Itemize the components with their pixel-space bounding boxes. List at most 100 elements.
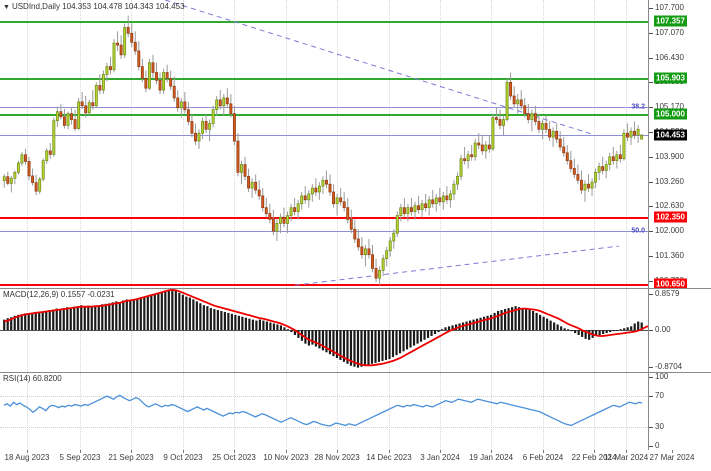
candle [307,193,311,201]
macd-histogram-bar [525,309,528,331]
candle [73,119,77,129]
macd-histogram-bar [20,314,23,331]
candlestick-series[interactable] [0,0,648,288]
price-plot-area[interactable]: 38.2 50.0 [0,0,648,288]
macd-histogram-bar [553,322,556,331]
macd-scale[interactable]: 0.8579 0.00 -0.8704 [648,289,711,372]
descending-resistance [165,0,594,135]
macd-histogram-bar [356,330,360,368]
price-level-line[interactable] [0,231,648,233]
macd-histogram-bar [27,313,30,331]
candle [445,195,449,201]
price-level-line[interactable] [0,21,648,24]
ascending-support [294,245,619,286]
chart-menu-caret-icon[interactable]: ▼ [3,4,10,11]
candle [41,160,45,180]
price-chart-panel[interactable]: 38.250.0 107.700107.070106.430105.800105… [0,0,711,290]
candle [594,172,598,183]
macd-histogram-bar [52,309,55,331]
macd-plot-area[interactable] [0,289,648,372]
candle [360,246,364,256]
macd-histogram-bar [185,296,188,331]
candle [34,182,38,192]
macd-histogram-bar [118,302,121,331]
time-axis-label: 22 Feb 2024 [571,453,617,462]
candle [537,121,541,130]
macd-histogram-bar [24,313,27,331]
time-axis-label: 11 Mar 2024 [603,453,649,462]
grid-line-vertical [440,0,441,288]
candle [611,156,615,162]
grid-line-vertical [27,0,28,288]
macd-histogram-bar [213,309,216,331]
price-tick-label: 107.700 [655,2,684,12]
candle [420,203,424,210]
price-level-line[interactable] [0,78,648,81]
price-tag[interactable]: 105.903 [654,72,687,84]
macd-histogram-bar [265,321,268,331]
time-axis-label: 25 Oct 2023 [212,453,256,462]
macd-histogram-bar [426,330,430,338]
macd-histogram-bar [542,316,545,331]
candle [133,41,137,52]
macd-histogram-bar [468,320,472,331]
candle [325,179,328,185]
time-axis-tick [27,450,28,453]
macd-histogram-bar [377,330,381,362]
macd-histogram-bar [188,297,191,331]
candle [194,132,197,142]
price-tag[interactable]: 104.453 [654,129,687,141]
macd-histogram-bar [216,310,219,331]
candle [424,203,428,209]
candle [346,207,350,220]
price-level-line[interactable] [0,135,648,137]
macd-histogram-bar [581,330,584,337]
price-scale[interactable]: 107.700107.070106.430105.800105.170104.5… [648,0,711,290]
macd-histogram-bar [10,317,13,331]
macd-histogram-bar [391,330,395,358]
time-axis-tick [389,450,390,453]
scale-tick [649,32,653,34]
rsi-tick-label: 0 [655,441,660,450]
rsi-panel[interactable]: 100 70 30 0 RSI(14) 60.8200 [0,373,711,450]
candle [399,207,403,216]
rsi-plot-area[interactable] [0,373,648,450]
candle [434,197,438,205]
candle [66,113,70,126]
macd-histogram-bar [167,289,170,331]
scale-tick [649,446,653,447]
candle [222,97,226,107]
macd-histogram-bar [384,330,388,360]
candle [363,248,367,256]
price-tick-label: 105.170 [655,101,684,111]
price-tag[interactable]: 102.350 [654,211,687,223]
time-axis-tick [626,450,627,453]
macd-panel[interactable]: 0.8579 0.00 -0.8704 MACD(12,26,9) 0.1557 -… [0,289,711,372]
candle [477,142,481,146]
macd-histogram-bar [48,310,51,331]
rsi-scale[interactable]: 100 70 30 0 [648,373,711,450]
price-tag[interactable]: 107.357 [654,15,687,27]
macd-histogram-bar [69,307,72,331]
price-tag[interactable]: 100.650 [654,278,687,290]
candle [300,195,304,205]
candle [286,215,289,224]
candle [236,140,240,173]
candle [232,113,236,142]
price-level-line[interactable] [0,106,648,108]
time-axis[interactable]: 18 Aug 2023 5 Sep 2023 21 Sep 2023 9 Oct 20… [0,450,711,471]
candle [487,144,491,150]
macd-histogram-bar [181,294,184,331]
candle [70,113,73,120]
price-tag[interactable]: 105.000 [654,108,687,120]
candle [123,27,127,56]
macd-histogram-bar [588,330,591,340]
candle [328,183,332,193]
price-level-line[interactable] [0,284,648,287]
macd-histogram-bar [136,298,139,331]
candle [144,78,148,89]
price-level-line[interactable] [0,113,648,116]
price-level-line[interactable] [0,217,648,220]
grid-line-vertical [440,373,441,450]
scale-tick [649,57,653,59]
